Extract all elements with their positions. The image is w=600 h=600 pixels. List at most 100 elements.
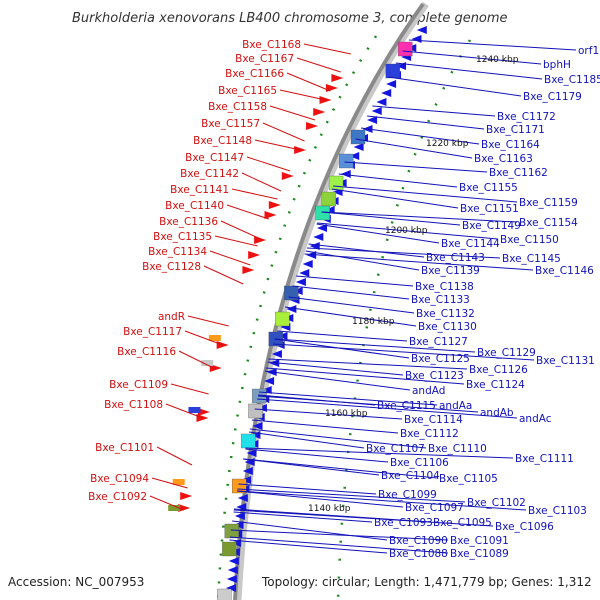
label-bxe-c1163[interactable]: Bxe_C1163 [474, 153, 533, 165]
label-bxe-c1154[interactable]: Bxe_C1154 [519, 217, 578, 229]
label-bxe-c1106[interactable]: Bxe_C1106 [390, 457, 449, 469]
label-bxe-c1168[interactable]: Bxe_C1168 [242, 39, 301, 51]
label-bxe-c1110[interactable]: Bxe_C1110 [428, 443, 487, 455]
callout-line-left [279, 89, 326, 101]
forward-gene-arrow [197, 408, 210, 416]
reverse-gene-arrow [381, 89, 392, 97]
label-orf1[interactable]: orf1 [578, 45, 599, 57]
label-bxe-c1088[interactable]: Bxe_C1088 [389, 548, 448, 560]
reverse-gene-arrow [371, 107, 382, 115]
label-bxe-c1127[interactable]: Bxe_C1127 [409, 336, 468, 348]
label-andaa[interactable]: andAa [439, 400, 472, 412]
label-bxe-c1126[interactable]: Bxe_C1126 [469, 364, 528, 376]
label-bxe-c1131[interactable]: Bxe_C1131 [536, 355, 595, 367]
callout-line-left [170, 383, 209, 395]
callout-line-right [268, 358, 468, 370]
label-bxe-c1111[interactable]: Bxe_C1111 [515, 453, 574, 465]
label-bxe-c1112[interactable]: Bxe_C1112 [400, 428, 459, 440]
reverse-gene-arrow [306, 251, 317, 259]
label-bxe-c1146[interactable]: Bxe_C1146 [535, 265, 594, 277]
label-bxe-c1140[interactable]: Bxe_C1140 [165, 200, 224, 212]
label-bxe-c1148[interactable]: Bxe_C1148 [193, 135, 252, 147]
label-bxe-c1185[interactable]: Bxe_C1185 [544, 74, 600, 86]
label-bxe-c1095[interactable]: Bxe_C1095 [433, 517, 492, 529]
callout-line-right [321, 211, 518, 223]
label-andad[interactable]: andAd [412, 385, 445, 397]
label-andr[interactable]: andR [158, 311, 185, 323]
label-bxe-c1159[interactable]: Bxe_C1159 [519, 197, 578, 209]
label-bxe-c1103[interactable]: Bxe_C1103 [528, 505, 587, 517]
callout-line-right [237, 488, 466, 503]
label-bxe-c1102[interactable]: Bxe_C1102 [467, 497, 526, 509]
label-bxe-c1101[interactable]: Bxe_C1101 [95, 442, 154, 454]
callout-line-left [296, 57, 341, 73]
label-bxe-c1132[interactable]: Bxe_C1132 [416, 308, 475, 320]
label-bxe-c1166[interactable]: Bxe_C1166 [225, 68, 284, 80]
label-bxe-c1179[interactable]: Bxe_C1179 [523, 91, 582, 103]
callout-line-right [274, 338, 410, 359]
label-bxe-c1109[interactable]: Bxe_C1109 [109, 379, 168, 391]
label-bxe-c1142[interactable]: Bxe_C1142 [180, 168, 239, 180]
label-bxe-c1155[interactable]: Bxe_C1155 [459, 182, 518, 194]
label-bxe-c1138[interactable]: Bxe_C1138 [415, 281, 474, 293]
label-bxe-c1099[interactable]: Bxe_C1099 [378, 489, 437, 501]
label-bxe-c1164[interactable]: Bxe_C1164 [481, 139, 540, 151]
label-bxe-c1129[interactable]: Bxe_C1129 [477, 347, 536, 359]
label-bxe-c1151[interactable]: Bxe_C1151 [460, 203, 519, 215]
label-bxe-c1092[interactable]: Bxe_C1092 [88, 491, 147, 503]
label-bxe-c1089[interactable]: Bxe_C1089 [450, 548, 509, 560]
label-bxe-c1134[interactable]: Bxe_C1134 [148, 246, 207, 258]
label-bxe-c1136[interactable]: Bxe_C1136 [159, 216, 218, 228]
label-bxe-c1123[interactable]: Bxe_C1123 [405, 370, 464, 382]
label-bxe-c1117[interactable]: Bxe_C1117 [123, 326, 182, 338]
label-bxe-c1141[interactable]: Bxe_C1141 [170, 184, 229, 196]
label-bxe-c1171[interactable]: Bxe_C1171 [486, 124, 545, 136]
label-bxe-c1105[interactable]: Bxe_C1105 [439, 473, 498, 485]
reverse-gene-arrow [228, 557, 239, 565]
callout-line-right [267, 361, 404, 376]
label-bxe-c1107[interactable]: Bxe_C1107 [366, 443, 425, 455]
callout-line-right [316, 223, 440, 244]
label-bxe-c1094[interactable]: Bxe_C1094 [90, 473, 149, 485]
label-bxe-c1093[interactable]: Bxe_C1093 [374, 517, 433, 529]
label-bxe-c1167[interactable]: Bxe_C1167 [235, 53, 294, 65]
label-bxe-c1139[interactable]: Bxe_C1139 [421, 265, 480, 277]
label-bxe-c1150[interactable]: Bxe_C1150 [500, 234, 559, 246]
label-bxe-c1143[interactable]: Bxe_C1143 [426, 252, 485, 264]
callout-line-right [277, 330, 408, 342]
label-bxe-c1165[interactable]: Bxe_C1165 [218, 85, 277, 97]
label-bxe-c1116[interactable]: Bxe_C1116 [117, 346, 176, 358]
label-bxe-c1133[interactable]: Bxe_C1133 [411, 294, 470, 306]
label-bxe-c1158[interactable]: Bxe_C1158 [208, 101, 267, 113]
label-bxe-c1115[interactable]: Bxe_C1115 [377, 400, 436, 412]
label-bxe-c1157[interactable]: Bxe_C1157 [201, 118, 260, 130]
gene-cluster-block [339, 153, 354, 169]
label-bxe-c1128[interactable]: Bxe_C1128 [142, 261, 201, 273]
label-bxe-c1149[interactable]: Bxe_C1149 [462, 220, 521, 232]
label-bxe-c1144[interactable]: Bxe_C1144 [441, 238, 500, 250]
label-bphh[interactable]: bphH [543, 59, 571, 71]
label-bxe-c1114[interactable]: Bxe_C1114 [404, 414, 463, 426]
tick-1140: 1140 kbp [308, 504, 351, 514]
label-bxe-c1147[interactable]: Bxe_C1147 [185, 152, 244, 164]
label-bxe-c1125[interactable]: Bxe_C1125 [411, 353, 470, 365]
label-bxe-c1091[interactable]: Bxe_C1091 [450, 535, 509, 547]
tick-1220: 1220 kbp [426, 139, 469, 149]
label-bxe-c1135[interactable]: Bxe_C1135 [153, 231, 212, 243]
label-bxe-c1097[interactable]: Bxe_C1097 [405, 502, 464, 514]
callout-line-left [184, 330, 223, 346]
label-bxe-c1096[interactable]: Bxe_C1096 [495, 521, 554, 533]
label-bxe-c1090[interactable]: Bxe_C1090 [389, 535, 448, 547]
label-bxe-c1172[interactable]: Bxe_C1172 [497, 111, 556, 123]
label-bxe-c1130[interactable]: Bxe_C1130 [418, 321, 477, 333]
label-bxe-c1108[interactable]: Bxe_C1108 [104, 399, 163, 411]
callout-line-right [232, 520, 388, 541]
reverse-gene-arrow [353, 143, 364, 151]
label-bxe-c1104[interactable]: Bxe_C1104 [381, 470, 440, 482]
label-bxe-c1124[interactable]: Bxe_C1124 [466, 379, 525, 391]
label-andac[interactable]: andAc [519, 413, 552, 425]
callout-line-right [229, 536, 449, 554]
label-bxe-c1145[interactable]: Bxe_C1145 [502, 253, 561, 265]
label-bxe-c1162[interactable]: Bxe_C1162 [489, 167, 548, 179]
label-andab[interactable]: andAb [480, 407, 514, 419]
